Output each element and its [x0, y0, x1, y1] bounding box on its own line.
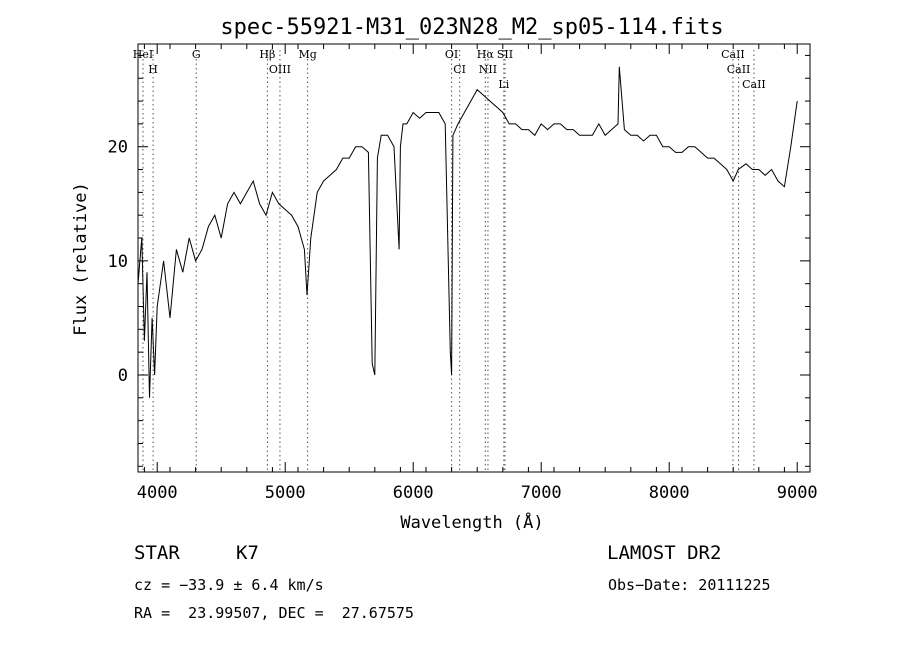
object-subclass: K7: [236, 542, 259, 564]
y-tick-label: 20: [108, 138, 128, 158]
y-tick-label: 0: [118, 366, 128, 386]
chart-title: spec-55921-M31_023N28_M2_sp05-114.fits: [220, 15, 723, 40]
spectral-line-label: CaII: [742, 78, 766, 91]
spectral-line-label: SII: [497, 48, 513, 61]
x-tick-label: 9000: [777, 483, 818, 503]
spectral-line-label: OI: [445, 48, 458, 61]
x-tick-label: 7000: [521, 483, 562, 503]
x-axis-label: Wavelength (Å): [400, 511, 543, 533]
spectral-line-label: Hβ: [259, 48, 275, 61]
survey-name: LAMOST DR2: [607, 542, 722, 564]
spectral-line-label: CaII: [727, 63, 751, 76]
spectrum-series-line: [137, 66, 798, 398]
spectral-line-label: NII: [479, 63, 497, 76]
x-tick-label: 4000: [137, 483, 178, 503]
spectral-line-label: OIII: [269, 63, 291, 76]
spectral-line-label: CI: [453, 63, 466, 76]
velocity-text: cz = −33.9 ± 6.4 km/s: [134, 576, 324, 594]
plot-frame: [137, 43, 811, 473]
object-class: STAR: [134, 542, 180, 564]
y-axis-label: Flux (relative): [71, 182, 91, 336]
x-tick-label: 5000: [265, 483, 306, 503]
x-tick-label: 8000: [649, 483, 690, 503]
coordinates-text: RA = 23.99507, DEC = 27.67575: [134, 604, 414, 622]
spectral-line-label: HeI: [133, 48, 153, 61]
spectral-line-label: CaII: [721, 48, 745, 61]
spectral-line-label: G: [192, 48, 201, 61]
spectral-line-label: Hα: [477, 48, 495, 61]
spectral-line-label: Mg: [298, 48, 316, 61]
y-tick-label: 10: [108, 252, 128, 272]
spectral-line-label: Li: [498, 78, 509, 91]
spectral-line-label: H: [148, 63, 158, 76]
axis-ticks: 4000 5000 6000 7000 8000 9000 0 10 20: [108, 44, 818, 503]
x-tick-label: 6000: [393, 483, 434, 503]
obs-date-text: Obs−Date: 20111225: [608, 576, 771, 594]
